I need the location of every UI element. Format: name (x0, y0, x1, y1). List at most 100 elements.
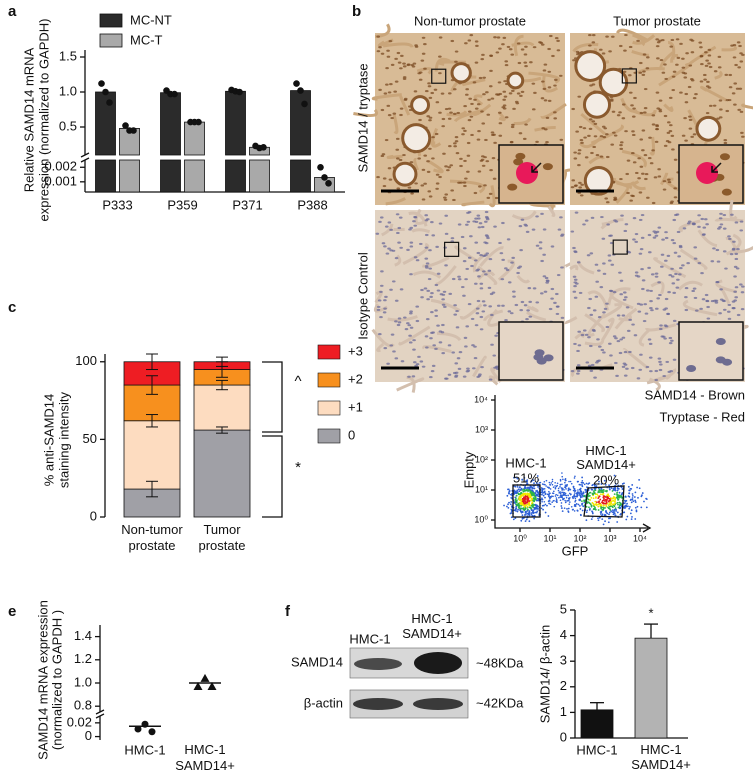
axis-arrow (642, 523, 652, 533)
x-tick-label: 10³ (603, 533, 616, 543)
stroma (649, 136, 656, 156)
y-tick-label: 0 (85, 728, 92, 743)
nucleus (740, 308, 745, 311)
nucleus (738, 87, 743, 90)
nucleus (585, 361, 590, 364)
event (605, 510, 607, 513)
nucleus (420, 59, 425, 62)
nucleus (376, 308, 381, 311)
nucleus (681, 57, 685, 60)
nucleus (386, 362, 390, 365)
event (531, 487, 533, 489)
nucleus (430, 311, 434, 314)
nucleus (504, 116, 509, 119)
nucleus (621, 103, 626, 106)
nucleus (511, 123, 515, 126)
data-point (317, 163, 324, 171)
nucleus (573, 250, 578, 254)
nucleus (739, 110, 744, 113)
nucleus (553, 111, 557, 114)
event (537, 479, 540, 481)
nucleus (616, 339, 621, 343)
nucleus (544, 276, 549, 280)
nucleus (525, 318, 529, 321)
nucleus (686, 222, 691, 225)
event (547, 493, 550, 496)
nucleus (414, 182, 418, 185)
event (528, 512, 531, 515)
stroma (631, 50, 650, 57)
bar (580, 709, 614, 739)
event (589, 499, 592, 501)
event (551, 483, 554, 486)
bar-segment (193, 384, 251, 431)
event (580, 484, 582, 486)
y-tick-label: 10⁰ (474, 514, 488, 524)
nucleus (675, 213, 680, 216)
nucleus (382, 184, 387, 188)
nucleus (396, 187, 401, 190)
nucleus (593, 135, 598, 138)
event (529, 506, 532, 509)
nucleus (628, 45, 633, 49)
stroma (473, 94, 484, 106)
event (520, 488, 522, 491)
lane-label: HMC-1 SAMD14+ (402, 611, 462, 641)
event (519, 509, 522, 512)
nucleus (728, 237, 732, 241)
nucleus (474, 220, 479, 223)
nucleus (634, 271, 639, 274)
event (566, 507, 568, 510)
nucleus (593, 376, 597, 379)
nucleus (592, 329, 596, 333)
event (533, 517, 536, 520)
nucleus (621, 314, 626, 317)
event (529, 495, 532, 498)
nucleus (704, 51, 708, 54)
nucleus (443, 198, 448, 201)
nucleus (465, 88, 469, 91)
y-tick-label: 0 (560, 729, 567, 744)
nucleus (440, 331, 445, 334)
nucleus (732, 307, 736, 310)
event (568, 499, 570, 502)
nucleus (415, 363, 420, 366)
event (598, 495, 601, 498)
nucleus (489, 169, 493, 172)
stroma (587, 290, 610, 311)
event (578, 499, 581, 501)
nucleus (454, 136, 459, 139)
event (554, 485, 556, 487)
nucleus (532, 46, 537, 49)
event (605, 501, 608, 503)
nucleus (543, 354, 554, 362)
event (583, 483, 586, 486)
nucleus (723, 141, 728, 145)
nucleus (654, 234, 659, 237)
nucleus (515, 152, 526, 160)
stroma (459, 303, 483, 320)
nucleus (634, 232, 639, 236)
nucleus (619, 144, 623, 147)
event (559, 483, 562, 486)
nucleus (688, 118, 693, 121)
nucleus (688, 64, 693, 67)
nucleus (577, 344, 582, 347)
event (602, 504, 605, 507)
nucleus (609, 98, 614, 101)
nucleus (528, 315, 533, 318)
nucleus (407, 324, 412, 327)
nucleus (655, 38, 659, 41)
event (594, 489, 597, 492)
nucleus (664, 236, 669, 240)
nucleus (707, 48, 712, 51)
nucleus (461, 127, 466, 130)
event (507, 503, 509, 506)
event (629, 499, 632, 502)
data-point (148, 728, 156, 736)
y-tick-label: 100 (75, 353, 97, 368)
nucleus (382, 311, 387, 314)
nucleus (540, 43, 545, 46)
nucleus (412, 339, 416, 342)
event (551, 478, 554, 481)
